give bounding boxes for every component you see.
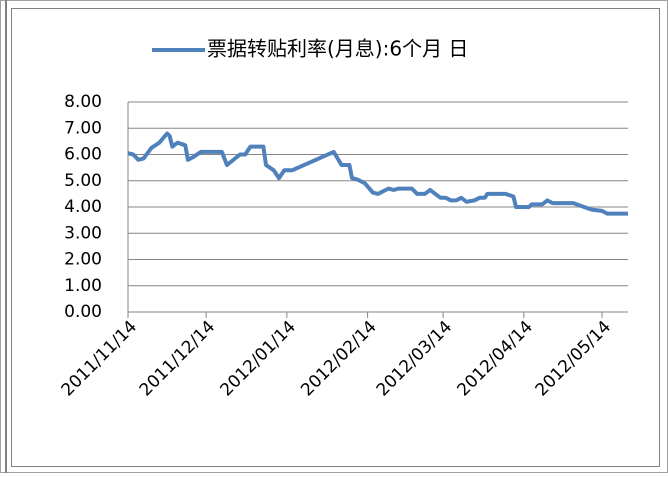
y-tick-label: 2.00	[64, 250, 102, 270]
y-tick-label: 6.00	[64, 145, 102, 165]
line	[127, 131, 628, 216]
y-tick-label: 1.00	[64, 276, 102, 296]
chart-area	[11, 8, 660, 467]
y-tick-label: 5.00	[64, 171, 102, 191]
y-tick-label: 4.00	[64, 197, 102, 217]
y-tick-label: 8.00	[64, 92, 102, 112]
y-tick-label: 3.00	[64, 223, 102, 243]
y-tick-label: 0.00	[64, 302, 102, 322]
y-tick-label: 7.00	[64, 118, 102, 138]
legend-label: 票据转贴利率(月息):6个月 日	[207, 37, 468, 61]
